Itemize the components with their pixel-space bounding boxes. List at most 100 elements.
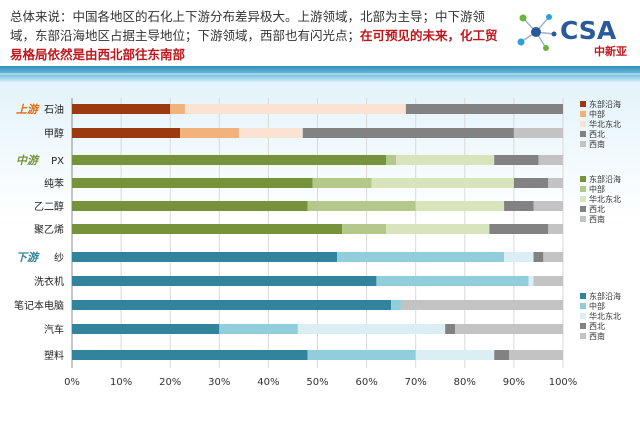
- category-label: 洗衣机: [34, 275, 64, 288]
- bar-segment: [391, 300, 401, 310]
- bar-segment: [72, 300, 392, 310]
- bar-segment: [312, 178, 372, 188]
- bar-segment: [504, 252, 534, 262]
- legend-swatch: [580, 313, 586, 319]
- group-label: 上游: [16, 103, 40, 116]
- category-label: 笔记本电脑: [14, 299, 64, 312]
- bar-segment: [400, 300, 563, 310]
- category-label: 聚乙烯: [34, 223, 64, 236]
- category-label: PX: [51, 156, 64, 167]
- bar-segment: [302, 128, 514, 138]
- chart-area: 0% 10% 20% 30% 40% 50% 60% 70% 80% 90% 100% 上游 石油 甲醇东…: [0, 82, 640, 427]
- category-label: 石油: [44, 103, 64, 116]
- bar-segment: [548, 178, 563, 188]
- molecule-icon: [517, 14, 557, 51]
- bar-segment: [494, 350, 509, 360]
- legend-label: 西南: [589, 139, 605, 149]
- x-tick-label: 40%: [257, 377, 279, 388]
- bar-segment: [445, 324, 455, 334]
- bar-segment: [72, 276, 377, 286]
- bar-segment: [72, 178, 313, 188]
- legend-label: 东部沿海: [589, 291, 621, 301]
- bar-segment: [415, 350, 495, 360]
- legend-label: 中部: [589, 109, 605, 119]
- bar-segment: [72, 224, 343, 234]
- legend-label: 中部: [589, 184, 605, 194]
- bar-segment: [297, 324, 446, 334]
- legend-swatch: [580, 186, 586, 192]
- legend-swatch: [580, 333, 586, 339]
- bar-segment: [386, 224, 490, 234]
- legend-label: 西北: [589, 205, 605, 214]
- legend-swatch: [580, 101, 586, 107]
- legend-label: 西南: [589, 214, 605, 224]
- bar-segment: [307, 350, 416, 360]
- legend-swatch: [580, 293, 586, 299]
- bar-segment: [371, 178, 514, 188]
- bar-segment: [219, 324, 298, 334]
- bar-segment: [489, 224, 549, 234]
- bar-segment: [533, 252, 544, 262]
- legend-swatch: [580, 206, 586, 212]
- bar-segment: [72, 128, 181, 138]
- legend-swatch: [580, 323, 586, 329]
- legend-swatch: [580, 131, 586, 137]
- legend-label: 华北东北: [589, 194, 621, 204]
- bar-segment: [548, 224, 563, 234]
- bar-segment: [386, 155, 397, 165]
- x-tick-label: 70%: [405, 377, 427, 388]
- legend-swatch: [580, 196, 586, 202]
- legend-label: 中部: [589, 301, 605, 311]
- x-tick-label: 90%: [503, 377, 525, 388]
- category-label: 塑料: [44, 349, 64, 362]
- bar-segment: [513, 178, 549, 188]
- header-band: [0, 66, 640, 82]
- x-tick-label: 100%: [549, 377, 578, 388]
- bar-segment: [72, 104, 171, 114]
- legend-label: 西北: [589, 322, 605, 331]
- legend-swatch: [580, 216, 586, 222]
- legend-label: 东部沿海: [589, 99, 621, 109]
- bar-segment: [504, 201, 534, 211]
- bar-segment: [533, 276, 563, 286]
- x-tick-label: 80%: [454, 377, 476, 388]
- legend-label: 西北: [589, 130, 605, 139]
- bar-segment: [337, 252, 505, 262]
- intro-summary: 总体来说：中国各地区的石化上下游分布差异极大。上游领域，北部为主导；中下游领域，…: [10, 9, 486, 43]
- bar-segment: [72, 350, 308, 360]
- category-label: 甲醇: [44, 127, 64, 140]
- legend-swatch: [580, 176, 586, 182]
- bar-segment: [454, 324, 563, 334]
- bar-segment: [180, 128, 239, 138]
- legend-swatch: [580, 121, 586, 127]
- header: 总体来说：中国各地区的石化上下游分布差异极大。上游领域，北部为主导；中下游领域，…: [0, 0, 640, 68]
- csa-logo: CSA 中新亚: [517, 14, 627, 58]
- legend-swatch: [580, 111, 586, 117]
- legend-label: 华北东北: [589, 119, 621, 129]
- bar-segment: [494, 155, 539, 165]
- bar-segment: [533, 201, 563, 211]
- bar-segment: [238, 128, 303, 138]
- x-tick-label: 60%: [355, 377, 377, 388]
- category-label: 乙二醇: [34, 200, 64, 213]
- bar-segment: [72, 324, 220, 334]
- intro-highlight: 在可预见的未来，化工贸易格局依然是由西北部往东南部: [10, 28, 498, 62]
- group-label: 中游: [16, 154, 40, 167]
- category-label: 纱: [54, 252, 64, 264]
- bar-segment: [184, 104, 406, 114]
- bar-segment: [376, 276, 529, 286]
- bar-segment: [342, 224, 387, 234]
- x-tick-label: 50%: [306, 377, 328, 388]
- legend-label: 东部沿海: [589, 174, 621, 184]
- logo-sub: 中新亚: [594, 44, 627, 58]
- legend-swatch: [580, 141, 586, 147]
- bar-segment: [538, 155, 563, 165]
- bar-segment: [72, 155, 387, 165]
- legend-label: 华北东北: [589, 311, 621, 321]
- bar-segment: [513, 128, 563, 138]
- bar-segment: [72, 252, 338, 262]
- intro-text: 总体来说：中国各地区的石化上下游分布差异极大。上游领域，北部为主导；中下游领域，…: [10, 7, 505, 64]
- stacked-bar-chart: 0% 10% 20% 30% 40% 50% 60% 70% 80% 90% 100%上游 石油甲醇东…: [14, 98, 621, 388]
- x-tick-label: 20%: [159, 377, 181, 388]
- bar-segment: [543, 252, 563, 262]
